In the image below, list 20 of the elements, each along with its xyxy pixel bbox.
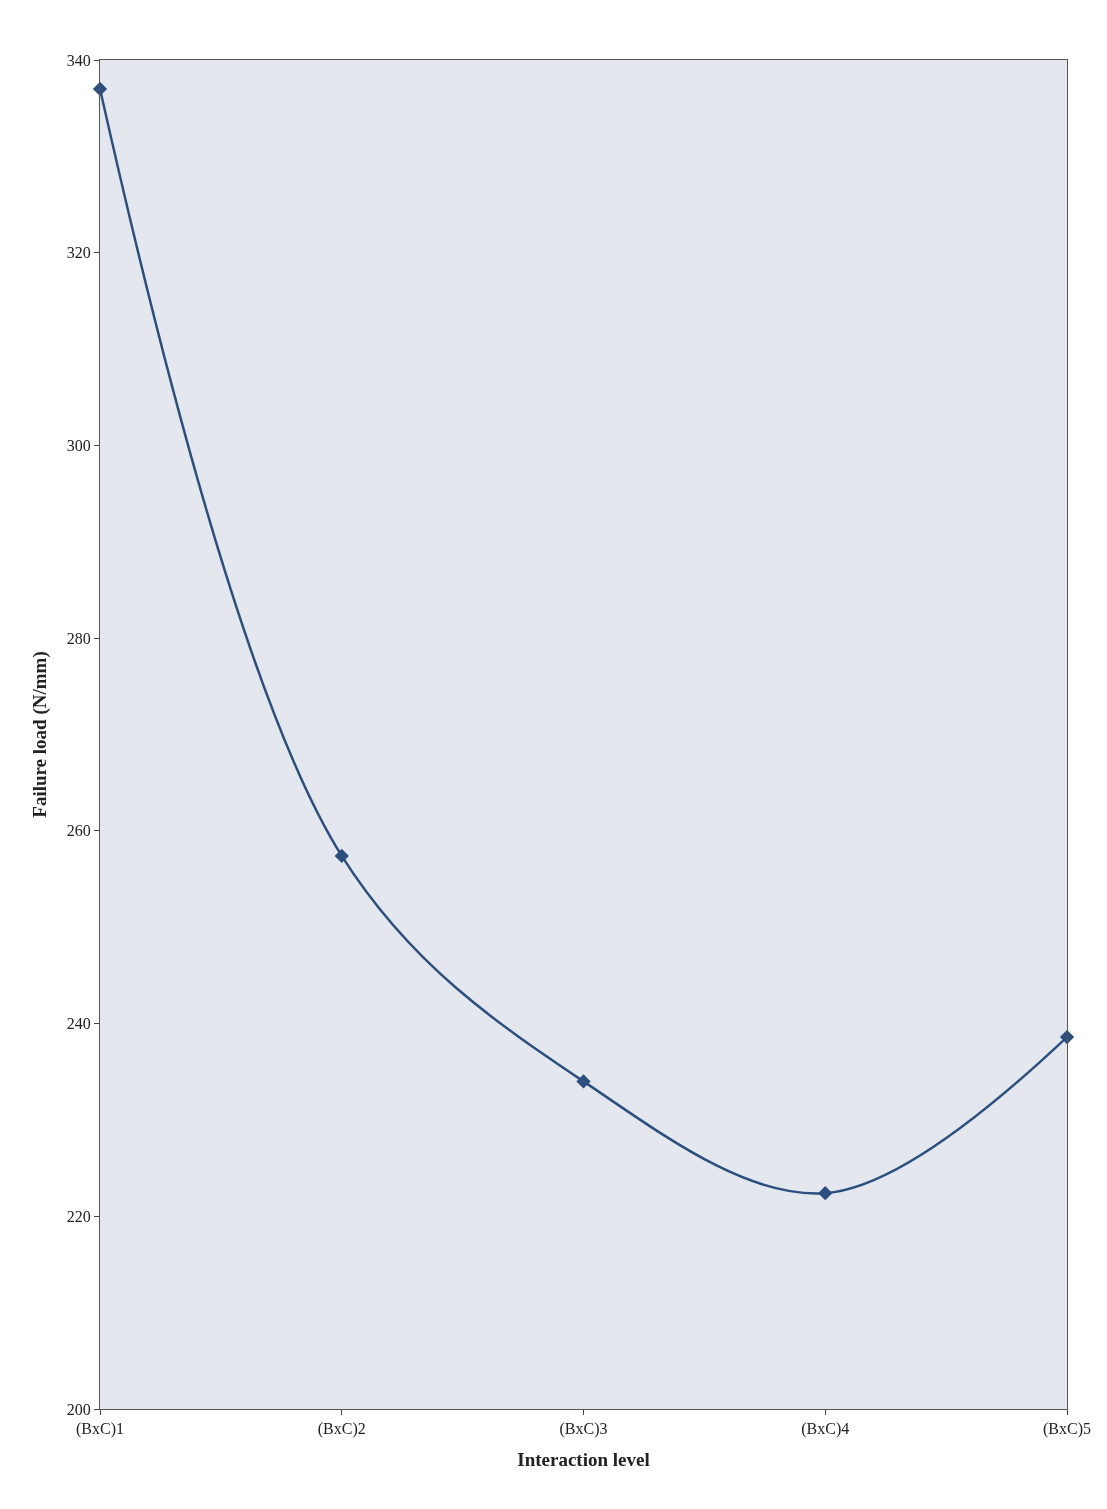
y-tick-label: 320 bbox=[66, 244, 91, 262]
point bbox=[818, 1186, 833, 1201]
x-tick-label: (BxC)4 bbox=[801, 1420, 850, 1439]
point bbox=[334, 848, 349, 864]
y-tick-label: 200 bbox=[66, 1400, 91, 1418]
x-axis-title: Interaction level bbox=[517, 1449, 650, 1470]
x-tick-label: (BxC)1 bbox=[76, 1420, 124, 1439]
y-tick-label: 220 bbox=[66, 1207, 91, 1225]
y-tick-label: 260 bbox=[66, 822, 91, 840]
point bbox=[576, 1074, 591, 1089]
y-tick-label: 280 bbox=[66, 629, 91, 647]
x-tick-label: (BxC)2 bbox=[317, 1420, 366, 1439]
y-tick-label: 240 bbox=[66, 1015, 91, 1033]
point bbox=[92, 81, 108, 97]
y-tick-label: 340 bbox=[66, 51, 91, 69]
point bbox=[1059, 1029, 1075, 1045]
y-axis-title: Failure load (N/mm) bbox=[28, 651, 51, 818]
x-tick-label: (BxC)3 bbox=[559, 1420, 608, 1439]
x-tick-label: (BxC)5 bbox=[1043, 1420, 1091, 1439]
y-tick-label: 300 bbox=[66, 437, 91, 455]
